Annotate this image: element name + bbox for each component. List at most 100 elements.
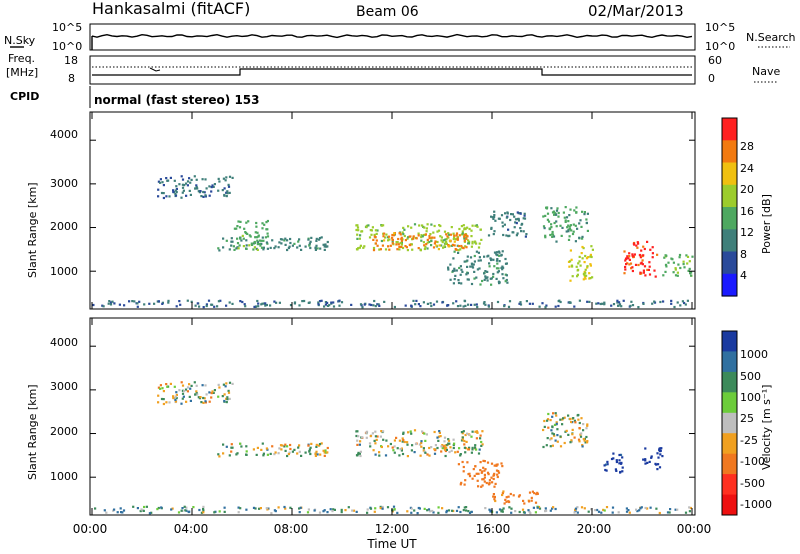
power-cell (378, 248, 381, 251)
power-cell (190, 300, 193, 303)
velocity-cell (554, 412, 557, 415)
velocity-cell (493, 485, 496, 488)
power-cell (264, 304, 267, 307)
velocity-cell (547, 412, 550, 416)
velocity-cell (271, 445, 274, 448)
power-cell (479, 228, 482, 231)
velocity-cell (489, 510, 492, 513)
power-cell (497, 280, 500, 283)
velocity-cell (293, 448, 296, 451)
power-cell (524, 235, 527, 238)
power-cell (456, 236, 459, 239)
velocity-cell (443, 440, 446, 443)
power-cell (490, 227, 493, 230)
velocity-cell (559, 445, 563, 448)
velocity-cell (142, 509, 145, 512)
velocity-cell (495, 511, 498, 514)
power-cell (211, 303, 214, 306)
velocity-cell (443, 436, 447, 439)
power-cell (583, 261, 586, 264)
power-cell (423, 244, 426, 247)
power-cell (143, 303, 146, 306)
power-cell (563, 216, 566, 219)
power-cell (401, 238, 404, 241)
velocity-cell (217, 453, 220, 456)
power-cell (410, 226, 413, 229)
power-cell (407, 225, 410, 228)
velocity-cell (546, 419, 549, 422)
power-cell (373, 299, 376, 303)
power-cell (477, 246, 481, 249)
velocity-cell (180, 509, 183, 512)
power-cell (289, 237, 292, 241)
velocity-cell (569, 417, 572, 421)
velocity-cell (475, 448, 478, 451)
velocity-data-layer (94, 381, 692, 515)
power-cell (597, 302, 600, 305)
power-cell (496, 262, 499, 265)
power-cell (452, 232, 455, 235)
power-cell (175, 187, 178, 191)
velocity-cell (422, 447, 425, 450)
power-cell (373, 233, 376, 236)
power-cell (217, 177, 220, 180)
velocity-cell (189, 399, 192, 402)
power-y-axis-label: Slant Range [km] (26, 182, 39, 278)
power-cell (356, 224, 359, 227)
power-cell (175, 305, 178, 308)
power-cell (505, 234, 508, 237)
power-cell (455, 269, 458, 272)
velocity-cell (465, 447, 468, 450)
power-cell (419, 305, 422, 308)
velocity-cell (175, 391, 178, 394)
power-cell (400, 237, 403, 241)
velocity-cell (252, 448, 255, 451)
velocity-cell (406, 443, 409, 446)
velocity-bar-tick-neg100: -100 (740, 455, 765, 468)
power-cell (682, 260, 685, 263)
power-cell (603, 303, 606, 306)
power-cell (522, 217, 525, 220)
velocity-cell (161, 387, 164, 390)
velocity-cell (382, 430, 385, 433)
power-cell (184, 182, 188, 185)
velocity-cell (658, 449, 661, 452)
power-panel-frame (89, 111, 696, 310)
power-cell (128, 300, 131, 303)
power-cell (400, 245, 403, 248)
power-cell (109, 301, 113, 304)
power-cell (502, 266, 505, 269)
velocity-cell (479, 434, 482, 437)
power-cell (466, 265, 469, 268)
velocity-cell (324, 449, 327, 452)
power-cell (410, 305, 413, 308)
power-cell (278, 301, 281, 304)
power-cell (228, 301, 231, 304)
velocity-cell (322, 510, 325, 513)
velocity-cell (481, 484, 484, 487)
velocity-cell (433, 448, 436, 451)
power-cell (466, 235, 469, 238)
power-cell (395, 241, 398, 244)
velocity-cell (617, 511, 620, 514)
velocity-cell (471, 446, 474, 449)
power-cell (585, 218, 588, 221)
power-cell (429, 233, 432, 236)
power-cell (371, 226, 374, 229)
power-cell (568, 225, 571, 228)
power-cell (454, 238, 458, 241)
power-cell (223, 193, 226, 197)
velocity-cell (471, 477, 474, 480)
velocity-cell (183, 390, 186, 393)
velocity-cell (444, 444, 447, 447)
power-cell (389, 244, 392, 247)
power-cell (643, 265, 647, 268)
velocity-cell (277, 506, 280, 509)
velocity-cell (386, 506, 390, 509)
power-cell (400, 241, 403, 244)
power-cell (642, 271, 645, 274)
power-cell (452, 302, 455, 305)
power-cell (495, 253, 498, 256)
velocity-cell (563, 416, 566, 419)
power-cell (393, 232, 396, 235)
